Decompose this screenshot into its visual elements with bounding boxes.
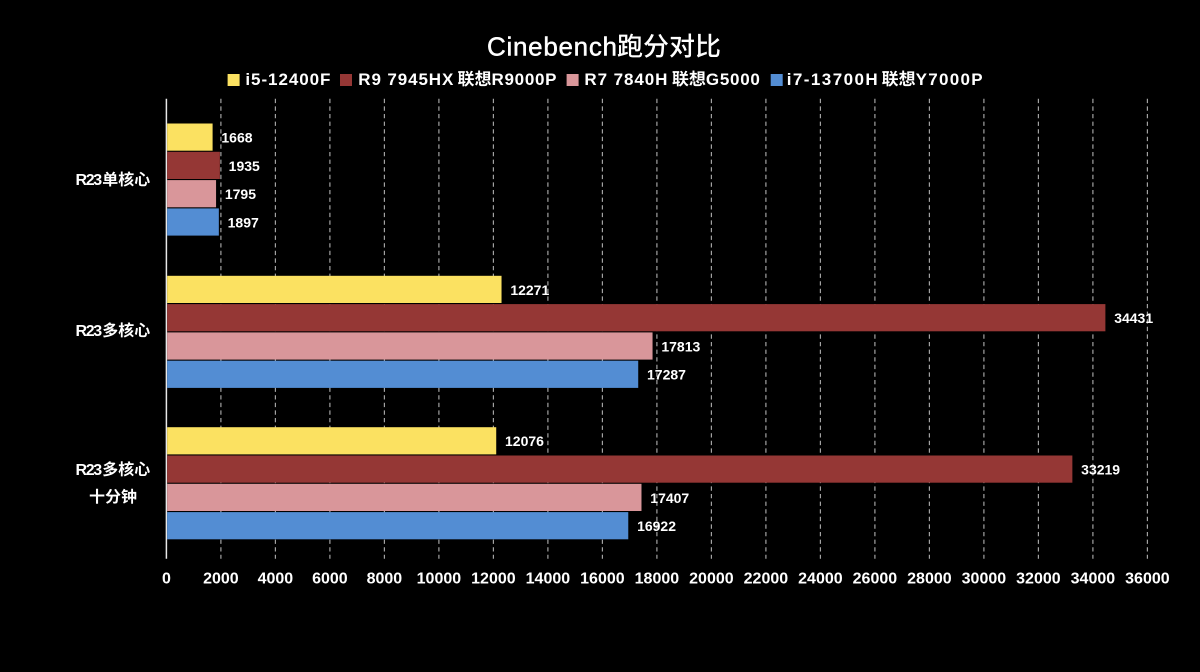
svg-text:10000: 10000	[417, 570, 462, 587]
svg-text:1795: 1795	[225, 186, 256, 202]
svg-text:14000: 14000	[526, 570, 571, 587]
svg-text:30000: 30000	[962, 570, 1007, 587]
svg-text:4000: 4000	[258, 570, 294, 587]
svg-text:26000: 26000	[853, 570, 898, 587]
svg-text:16922: 16922	[637, 518, 676, 534]
svg-text:17287: 17287	[647, 367, 686, 383]
svg-text:12076: 12076	[505, 433, 544, 449]
svg-text:17813: 17813	[661, 338, 700, 354]
svg-text:17407: 17407	[650, 490, 689, 506]
svg-text:34000: 34000	[1071, 570, 1116, 587]
svg-text:8000: 8000	[367, 570, 403, 587]
svg-text:R23: R23	[76, 323, 103, 340]
svg-text:24000: 24000	[798, 570, 843, 587]
svg-text:R23: R23	[76, 172, 103, 189]
svg-text:R7 7840H: R7 7840H	[584, 70, 667, 89]
svg-text:R23: R23	[76, 462, 103, 479]
svg-text:32000: 32000	[1016, 570, 1061, 587]
svg-text:i5-12400F: i5-12400F	[245, 70, 330, 89]
svg-text:G5000: G5000	[706, 70, 760, 89]
svg-text:i7-13700H: i7-13700H	[787, 70, 878, 89]
svg-text:20000: 20000	[689, 570, 734, 587]
svg-text:22000: 22000	[744, 570, 789, 587]
svg-text:12000: 12000	[471, 570, 516, 587]
svg-text:R9 7945HX: R9 7945HX	[358, 70, 454, 89]
svg-text:6000: 6000	[312, 570, 348, 587]
svg-text:2000: 2000	[203, 570, 239, 587]
svg-text:28000: 28000	[907, 570, 952, 587]
svg-text:33219: 33219	[1081, 461, 1120, 477]
svg-text:16000: 16000	[580, 570, 625, 587]
svg-text:0: 0	[162, 570, 171, 587]
svg-text:34431: 34431	[1114, 310, 1153, 326]
svg-text:12271: 12271	[510, 282, 549, 298]
svg-text:Y7000P: Y7000P	[916, 70, 983, 89]
svg-text:1897: 1897	[228, 214, 259, 230]
svg-text:1668: 1668	[221, 129, 252, 145]
svg-text:R9000P: R9000P	[492, 70, 557, 89]
svg-text:18000: 18000	[635, 570, 680, 587]
svg-text:36000: 36000	[1125, 570, 1170, 587]
svg-text:1935: 1935	[229, 158, 260, 174]
svg-text:Cinebench: Cinebench	[487, 32, 617, 62]
